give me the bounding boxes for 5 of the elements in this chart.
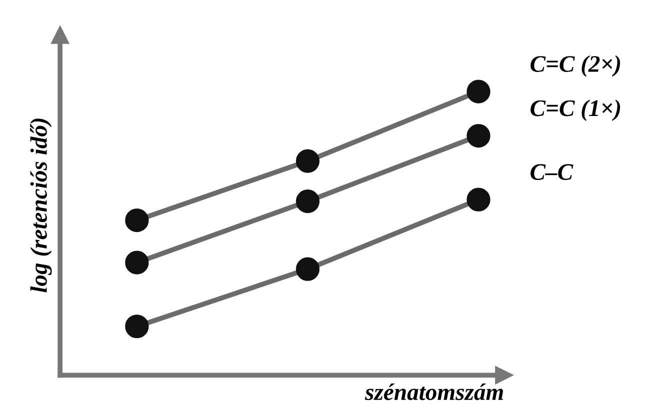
series-label: C=C (2×) [530,55,620,77]
series-label: C–C [530,164,574,180]
y-axis-title: log (retenciós idő) [30,118,52,292]
series-label: C=C (1×) [530,100,620,121]
x-axis-title: szénatomszám [364,383,503,400]
